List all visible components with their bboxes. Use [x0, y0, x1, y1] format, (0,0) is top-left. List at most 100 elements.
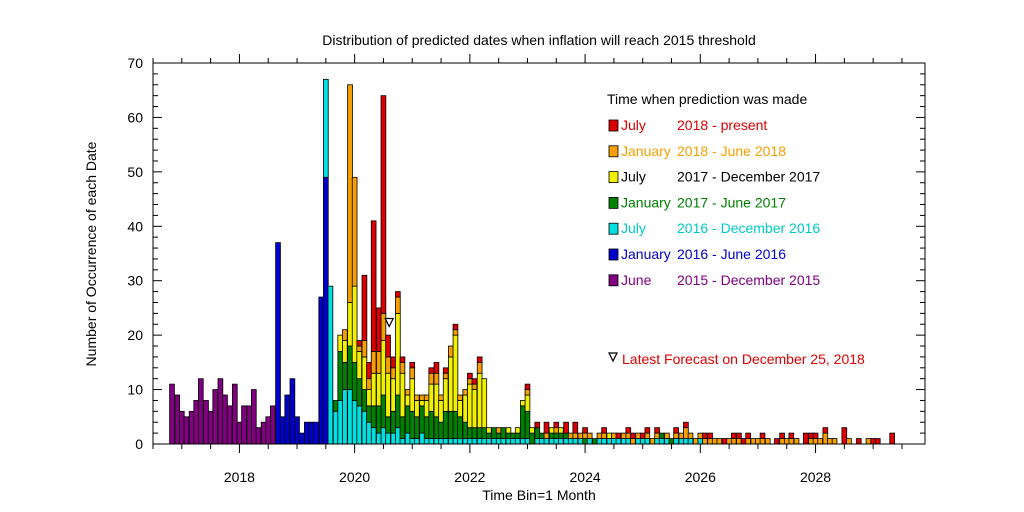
bar-segment-yellow: [423, 400, 430, 418]
bar-segment-green: [395, 394, 401, 429]
bar-segment-purple: [183, 416, 190, 445]
bar-segment-orange: [683, 427, 689, 439]
bar-segment-green: [505, 432, 512, 439]
bar-segment-orange: [678, 432, 685, 439]
bar-segment-green: [390, 410, 397, 434]
bar-segment-purple: [169, 383, 175, 445]
bar-segment-orange: [495, 427, 502, 434]
y-tick-label: 10: [127, 382, 143, 398]
bar-segment-cyan: [586, 438, 593, 445]
bar-segment-cyan: [558, 438, 564, 445]
bar-segment-purple: [203, 400, 209, 445]
bar-segment-cyan: [486, 438, 492, 445]
y-tick-label: 40: [127, 218, 143, 234]
bar-segment-cyan: [356, 405, 363, 445]
bar-segment-orange: [390, 367, 397, 380]
bar-segment-green: [351, 361, 358, 401]
bar-segment-orange: [750, 438, 757, 445]
bar-segment-red: [433, 361, 440, 374]
bar-segment-red: [812, 432, 819, 439]
bar-segment-purple: [193, 400, 200, 445]
bar-segment-cyan: [457, 438, 463, 445]
legend-forecast-marker-icon: [608, 352, 618, 363]
bar-segment-cyan: [327, 285, 334, 445]
bar-segment-red: [356, 340, 363, 347]
bar-segment-cyan: [654, 438, 660, 445]
bar-segment-green: [399, 416, 406, 439]
bar-segment-green: [481, 427, 488, 439]
latest-forecast-marker-icon: [384, 317, 395, 328]
x-tick-label: 2028: [800, 469, 831, 485]
bar-segment-orange: [783, 438, 790, 445]
bar-segment-red: [390, 356, 397, 369]
bar-segment-red: [553, 421, 560, 429]
bar-segment-yellow: [529, 427, 535, 434]
bar-segment-green: [419, 405, 425, 434]
bar-segment-red: [808, 432, 814, 439]
legend-swatch-purple: [608, 274, 619, 287]
bar-segment-blue: [308, 421, 315, 445]
bar-segment-orange: [438, 394, 444, 401]
bar-segment-cyan: [399, 438, 406, 445]
x-tick-label: 2020: [339, 469, 370, 485]
bar-segment-orange: [630, 438, 636, 445]
bar-segment-cyan: [615, 438, 622, 445]
bar-segment-purple: [198, 378, 204, 445]
bar-segment-red: [745, 432, 751, 439]
bar-segment-orange: [582, 432, 588, 439]
bar-segment-purple: [207, 410, 214, 445]
bar-segment-orange: [577, 432, 584, 439]
bar-segment-green: [462, 421, 469, 439]
bar-segment-cyan: [553, 438, 560, 445]
bar-segment-orange: [404, 389, 411, 396]
bar-segment-red: [582, 427, 588, 434]
bar-segment-green: [658, 432, 665, 439]
legend-label-yellow-start: July: [621, 169, 646, 185]
bar-segment-green: [376, 405, 382, 434]
bar-segment-cyan: [471, 438, 478, 445]
bar-segment-cyan: [673, 438, 679, 445]
bar-segment-cyan: [323, 78, 329, 178]
bar-segment-red: [625, 427, 632, 434]
bar-segment-red: [683, 421, 689, 429]
y-axis-label: Number of Occurrence of each Date: [83, 141, 99, 366]
bar-segment-yellow: [606, 432, 613, 439]
bar-segment-purple: [217, 378, 224, 445]
bar-segment-cyan: [337, 400, 344, 445]
bar-segment-yellow: [409, 378, 416, 412]
bar-segment-orange: [366, 378, 372, 390]
bar-segment-yellow: [404, 394, 411, 407]
bar-segment-green: [539, 432, 545, 439]
bar-segment-cyan: [601, 438, 607, 445]
bar-segment-cyan: [548, 438, 555, 445]
legend-label-orange-range: 2018 - June 2018: [677, 143, 786, 159]
bar-segment-orange: [779, 438, 785, 445]
bar-segment-orange: [827, 438, 833, 445]
bar-segment-green: [582, 438, 588, 445]
bar-segment-red: [673, 427, 679, 434]
bar-segment-blue: [279, 416, 286, 445]
bar-segment-green: [448, 410, 454, 439]
bar-segment-green: [534, 427, 541, 439]
bar-segment-cyan: [491, 438, 497, 445]
bar-segment-cyan: [687, 438, 694, 445]
bar-segment-cyan: [644, 438, 651, 445]
bar-segment-cyan: [514, 438, 521, 445]
bar-segment-cyan: [625, 438, 632, 445]
y-tick-label: 60: [127, 109, 143, 125]
bar-segment-yellow: [347, 302, 353, 347]
bar-segment-green: [563, 432, 569, 439]
legend-label-purple-range: 2015 - December 2015: [677, 272, 820, 288]
bar-segment-orange: [423, 394, 430, 401]
bar-segment-green: [438, 421, 444, 439]
bar-segment-orange: [649, 438, 656, 445]
bar-segment-purple: [241, 405, 247, 445]
bar-segment-purple: [265, 416, 272, 445]
bar-segment-yellow: [471, 389, 478, 429]
bar-segment-green: [467, 427, 473, 439]
bar-segment-green: [514, 432, 521, 439]
bar-segment-yellow: [414, 400, 420, 418]
bar-segment-yellow: [514, 427, 521, 434]
bar-segment-blue: [275, 242, 281, 445]
bar-segment-red: [874, 438, 881, 445]
